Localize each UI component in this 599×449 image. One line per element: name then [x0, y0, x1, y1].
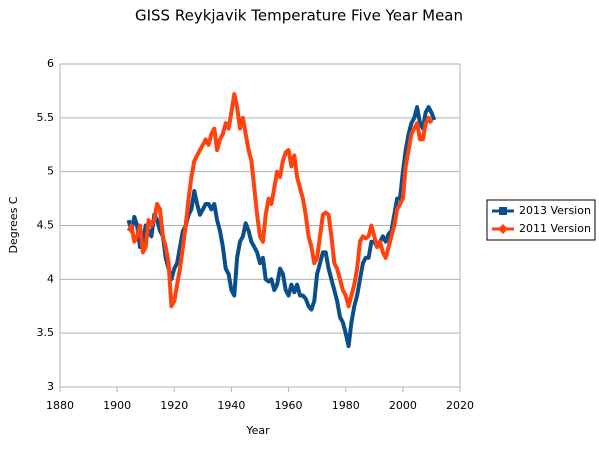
x-tick-label: 1880	[46, 399, 74, 412]
x-tick-label: 2020	[446, 399, 474, 412]
legend-marker	[498, 224, 508, 234]
y-tick-label: 4	[47, 272, 54, 285]
legend-marker	[499, 207, 507, 215]
x-tick-label: 2000	[389, 399, 417, 412]
x-tick-label: 1920	[160, 399, 188, 412]
x-tick-label: 1960	[275, 399, 303, 412]
legend-label: 2013 Version	[519, 204, 591, 217]
chart-title: GISS Reykjavik Temperature Five Year Mea…	[135, 7, 463, 25]
legend-label: 2011 Version	[519, 222, 591, 235]
legend: 2013 Version 2011 Version	[486, 199, 596, 241]
y-tick-label: 5.5	[37, 111, 55, 124]
y-tick-label: 6	[47, 57, 54, 70]
y-axis-label: Degrees C	[7, 196, 20, 253]
y-tick-label: 5	[47, 165, 54, 178]
data-line	[126, 92, 434, 309]
y-tick-label: 4.5	[37, 219, 55, 232]
x-axis-label: Year	[245, 424, 270, 437]
data-line	[126, 105, 437, 349]
legend-box	[486, 199, 596, 241]
y-tick-label: 3	[47, 380, 54, 393]
y-tick-label: 3.5	[37, 326, 55, 339]
x-tick-label: 1940	[217, 399, 245, 412]
x-tick-label: 1900	[103, 399, 131, 412]
plot-border	[59, 63, 461, 388]
x-tick-label: 1980	[332, 399, 360, 412]
